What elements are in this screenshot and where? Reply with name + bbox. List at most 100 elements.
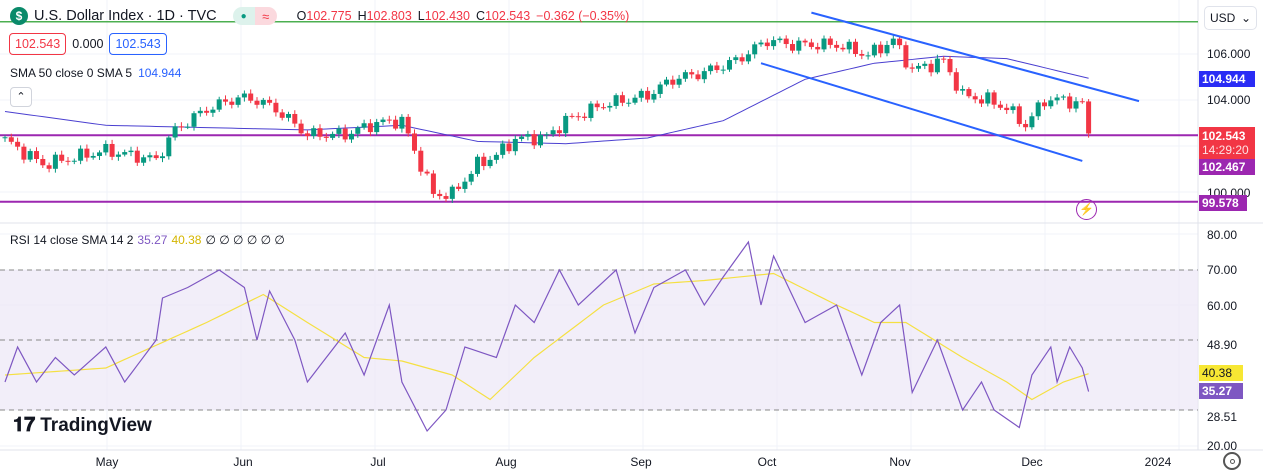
candle xyxy=(298,123,304,134)
candle xyxy=(903,45,909,68)
candle xyxy=(21,146,27,160)
candle xyxy=(493,154,499,160)
candle xyxy=(714,65,720,71)
candle xyxy=(897,38,903,46)
settings-gear-icon[interactable] xyxy=(1223,452,1241,470)
close-label: C xyxy=(475,9,485,23)
candle xyxy=(456,186,462,189)
sma-legend[interactable]: SMA 50 close 0 SMA 5 104.944 xyxy=(10,66,181,80)
candle xyxy=(178,126,184,128)
candle xyxy=(796,40,802,51)
candle xyxy=(109,143,115,157)
candle xyxy=(619,95,625,103)
candle xyxy=(1086,101,1092,134)
candle xyxy=(916,65,921,69)
candle xyxy=(783,38,789,45)
candle xyxy=(304,133,310,137)
candle xyxy=(210,109,216,113)
rsi-extra-values: ∅ ∅ ∅ ∅ ∅ ∅ xyxy=(205,233,285,247)
candle xyxy=(128,150,134,153)
symbol-legend: $ U.S. Dollar Index · 1D · TVC ● ≈ O102.… xyxy=(10,7,629,25)
candle xyxy=(59,154,65,161)
candle xyxy=(399,116,405,129)
candle xyxy=(878,44,884,54)
candle xyxy=(865,55,871,57)
rsi-axis-label: 48.90 xyxy=(1207,338,1238,352)
candle xyxy=(739,57,745,62)
candle xyxy=(443,196,449,199)
candle xyxy=(468,173,474,182)
candle xyxy=(349,133,354,140)
candle xyxy=(695,74,701,80)
candle xyxy=(311,128,317,137)
candle xyxy=(197,110,203,114)
candle xyxy=(859,54,865,56)
market-status[interactable]: ● ≈ xyxy=(232,7,277,25)
candle xyxy=(336,128,342,134)
candle xyxy=(424,171,430,174)
logo-text: TradingView xyxy=(40,414,152,436)
sell-button[interactable]: 102.543 xyxy=(9,33,67,55)
candle xyxy=(563,115,569,134)
rsi-axis-label: 28.51 xyxy=(1207,410,1238,424)
line-price-tag: 99.578 xyxy=(1199,195,1247,211)
candle xyxy=(185,126,191,128)
candle xyxy=(115,154,121,157)
symbol-title[interactable]: U.S. Dollar Index · 1D · TVC xyxy=(34,8,217,24)
chevron-down-icon: ⌄ xyxy=(1240,11,1251,25)
candle xyxy=(556,130,562,134)
candle xyxy=(430,173,436,194)
candle xyxy=(922,63,928,66)
bar-countdown: 14:29:20 xyxy=(1202,143,1249,157)
candle xyxy=(985,92,991,104)
candle xyxy=(122,152,128,155)
candle xyxy=(449,186,455,199)
candle xyxy=(802,40,808,43)
time-label: Aug xyxy=(495,455,517,469)
candle xyxy=(292,113,298,124)
candle xyxy=(241,93,247,98)
candle xyxy=(979,99,984,104)
candle xyxy=(330,133,336,138)
candle xyxy=(550,130,556,135)
quote-box: 102.543 0.000 102.543 xyxy=(9,33,167,55)
rsi-legend[interactable]: RSI 14 close SMA 14 2 35.27 40.38 ∅ ∅ ∅ ∅ ∅… xyxy=(10,233,285,247)
candle xyxy=(1067,96,1073,109)
candle xyxy=(267,99,273,103)
candle xyxy=(204,110,210,113)
candle xyxy=(361,123,367,128)
candle xyxy=(733,57,739,61)
high-label: H xyxy=(357,9,367,23)
alert-flash-icon[interactable]: ⚡ xyxy=(1076,199,1097,220)
candle xyxy=(909,67,915,69)
candle xyxy=(500,143,506,155)
candle xyxy=(475,156,480,174)
candle xyxy=(172,126,178,138)
tradingview-logo[interactable]: 𝟏𝟕 TradingView xyxy=(13,414,152,437)
price-axis-label: 104.000 xyxy=(1207,93,1251,107)
candle xyxy=(764,42,770,47)
candle xyxy=(840,47,846,50)
candle xyxy=(462,181,468,189)
buy-button[interactable]: 102.543 xyxy=(109,33,167,55)
candle xyxy=(594,103,600,108)
currency-select[interactable]: USD ⌄ xyxy=(1204,6,1257,30)
collapse-legend-button[interactable]: ⌃ xyxy=(10,87,32,107)
rsi-sma-line xyxy=(4,272,1089,401)
candle xyxy=(27,151,33,160)
candle xyxy=(1023,123,1029,128)
rsi-axis-label: 60.00 xyxy=(1207,299,1238,313)
candle xyxy=(808,42,814,47)
change-value: −0.362 (−0.35%) xyxy=(536,9,630,23)
candle xyxy=(367,123,373,133)
price-axis-label: 106.000 xyxy=(1207,47,1251,61)
low-label: L xyxy=(417,9,425,23)
rsi-sma-tag: 40.38 xyxy=(1199,365,1243,381)
candle xyxy=(972,96,978,100)
candle xyxy=(815,46,821,50)
candle xyxy=(1079,101,1085,103)
candle xyxy=(1073,101,1079,109)
candle xyxy=(613,95,619,106)
candle xyxy=(386,119,392,121)
